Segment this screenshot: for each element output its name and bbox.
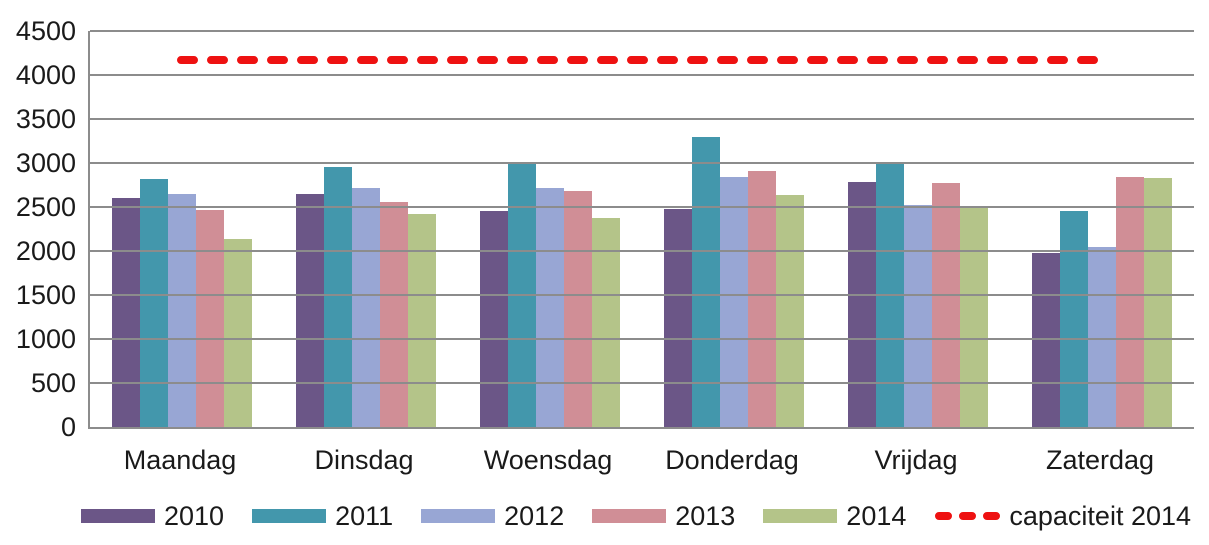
y-tick-3000: 3000 (15, 148, 76, 178)
bar-2012-maandag (168, 193, 196, 427)
bar-2012-woensdag (536, 187, 564, 427)
gridline-2000 (90, 250, 1194, 252)
legend-swatch-2010 (81, 509, 155, 523)
x-tick-woensdag: Woensdag (483, 445, 613, 475)
bar-2012-donderdag (720, 177, 748, 427)
gridline-3000 (90, 162, 1194, 164)
bar-2010-woensdag (480, 211, 508, 427)
bar-groups (90, 31, 1194, 427)
bar-2014-zaterdag (1144, 177, 1172, 427)
bar-2014-donderdag (776, 194, 804, 427)
gridline-3500 (90, 118, 1194, 120)
bar-2013-woensdag (564, 191, 592, 427)
bar-2013-zaterdag (1116, 177, 1144, 427)
legend-label-2012: 2012 (504, 501, 565, 531)
bar-2010-maandag (112, 198, 140, 427)
bar-2012-vrijdag (904, 205, 932, 427)
legend-item-2013: 2013 (592, 501, 735, 531)
legend-label-2011: 2011 (335, 501, 394, 531)
legend-item-2012: 2012 (421, 501, 564, 531)
legend: 2010 2011 2012 2013 2014 capaciteit 2014 (81, 501, 1191, 531)
y-axis-labels: 0 500 1000 1500 2000 2500 3000 3500 4000 4500 (0, 0, 76, 545)
legend-label-2013: 2013 (675, 501, 736, 531)
bar-2013-maandag (196, 209, 224, 427)
x-tick-zaterdag: Zaterdag (1045, 445, 1155, 475)
bar-group-maandag (90, 31, 274, 427)
legend-label-2014: 2014 (846, 501, 907, 531)
x-tick-vrijdag: Vrijdag (874, 445, 958, 475)
bar-group-donderdag (642, 31, 826, 427)
gridline-2500 (90, 206, 1194, 208)
gridline-1500 (90, 294, 1194, 296)
bar-2010-vrijdag (848, 182, 876, 427)
legend-item-2011: 2011 (252, 501, 393, 531)
y-tick-1000: 1000 (15, 324, 76, 354)
bar-2010-donderdag (664, 208, 692, 427)
legend-item-2014: 2014 (763, 501, 906, 531)
bar-2014-woensdag (592, 218, 620, 427)
plot-area (88, 30, 1194, 429)
legend-swatch-2014 (763, 509, 838, 523)
bar-group-woensdag (458, 31, 642, 427)
gridline-1000 (90, 338, 1194, 340)
legend-label-capacity: capaciteit 2014 (1009, 501, 1192, 531)
bar-2010-dinsdag (296, 193, 324, 427)
y-tick-1500: 1500 (15, 280, 76, 310)
bar-2012-zaterdag (1088, 247, 1116, 427)
gridline-500 (90, 382, 1194, 384)
y-tick-0: 0 (60, 412, 76, 442)
legend-item-2010: 2010 (81, 501, 224, 531)
bar-group-vrijdag (826, 31, 1010, 427)
y-tick-500: 500 (30, 368, 76, 398)
bar-2011-maandag (140, 178, 168, 427)
legend-label-2010: 2010 (164, 501, 225, 531)
y-tick-2000: 2000 (15, 236, 76, 266)
gridline-4000 (90, 74, 1194, 76)
y-tick-4500: 4500 (15, 16, 76, 46)
x-tick-dinsdag: Dinsdag (314, 445, 414, 475)
y-tick-3500: 3500 (15, 104, 76, 134)
bar-2014-dinsdag (408, 214, 436, 427)
legend-swatch-2011 (252, 509, 327, 523)
bar-2014-vrijdag (960, 206, 988, 427)
x-tick-maandag: Maandag (123, 445, 237, 475)
bar-2012-dinsdag (352, 187, 380, 427)
bar-2013-donderdag (748, 170, 776, 427)
bar-2011-zaterdag (1060, 210, 1088, 427)
bar-2011-donderdag (692, 137, 720, 427)
bar-group-dinsdag (274, 31, 458, 427)
legend-swatch-2013 (592, 509, 667, 523)
legend-dash-icon (935, 512, 1001, 520)
bar-2014-maandag (224, 238, 252, 427)
x-axis-labels: Maandag Dinsdag Woensdag Donderdag Vrijdag Za… (88, 444, 1192, 476)
x-tick-donderdag: Donderdag (665, 445, 799, 475)
legend-item-capacity: capaciteit 2014 (934, 501, 1191, 531)
legend-swatch-2012 (421, 509, 496, 523)
y-tick-2500: 2500 (15, 192, 76, 222)
bar-2013-dinsdag (380, 201, 408, 427)
y-tick-4000: 4000 (15, 60, 76, 90)
gridline-4500 (90, 30, 1194, 32)
bar-group-zaterdag (1010, 31, 1194, 427)
bar-2013-vrijdag (932, 183, 960, 427)
